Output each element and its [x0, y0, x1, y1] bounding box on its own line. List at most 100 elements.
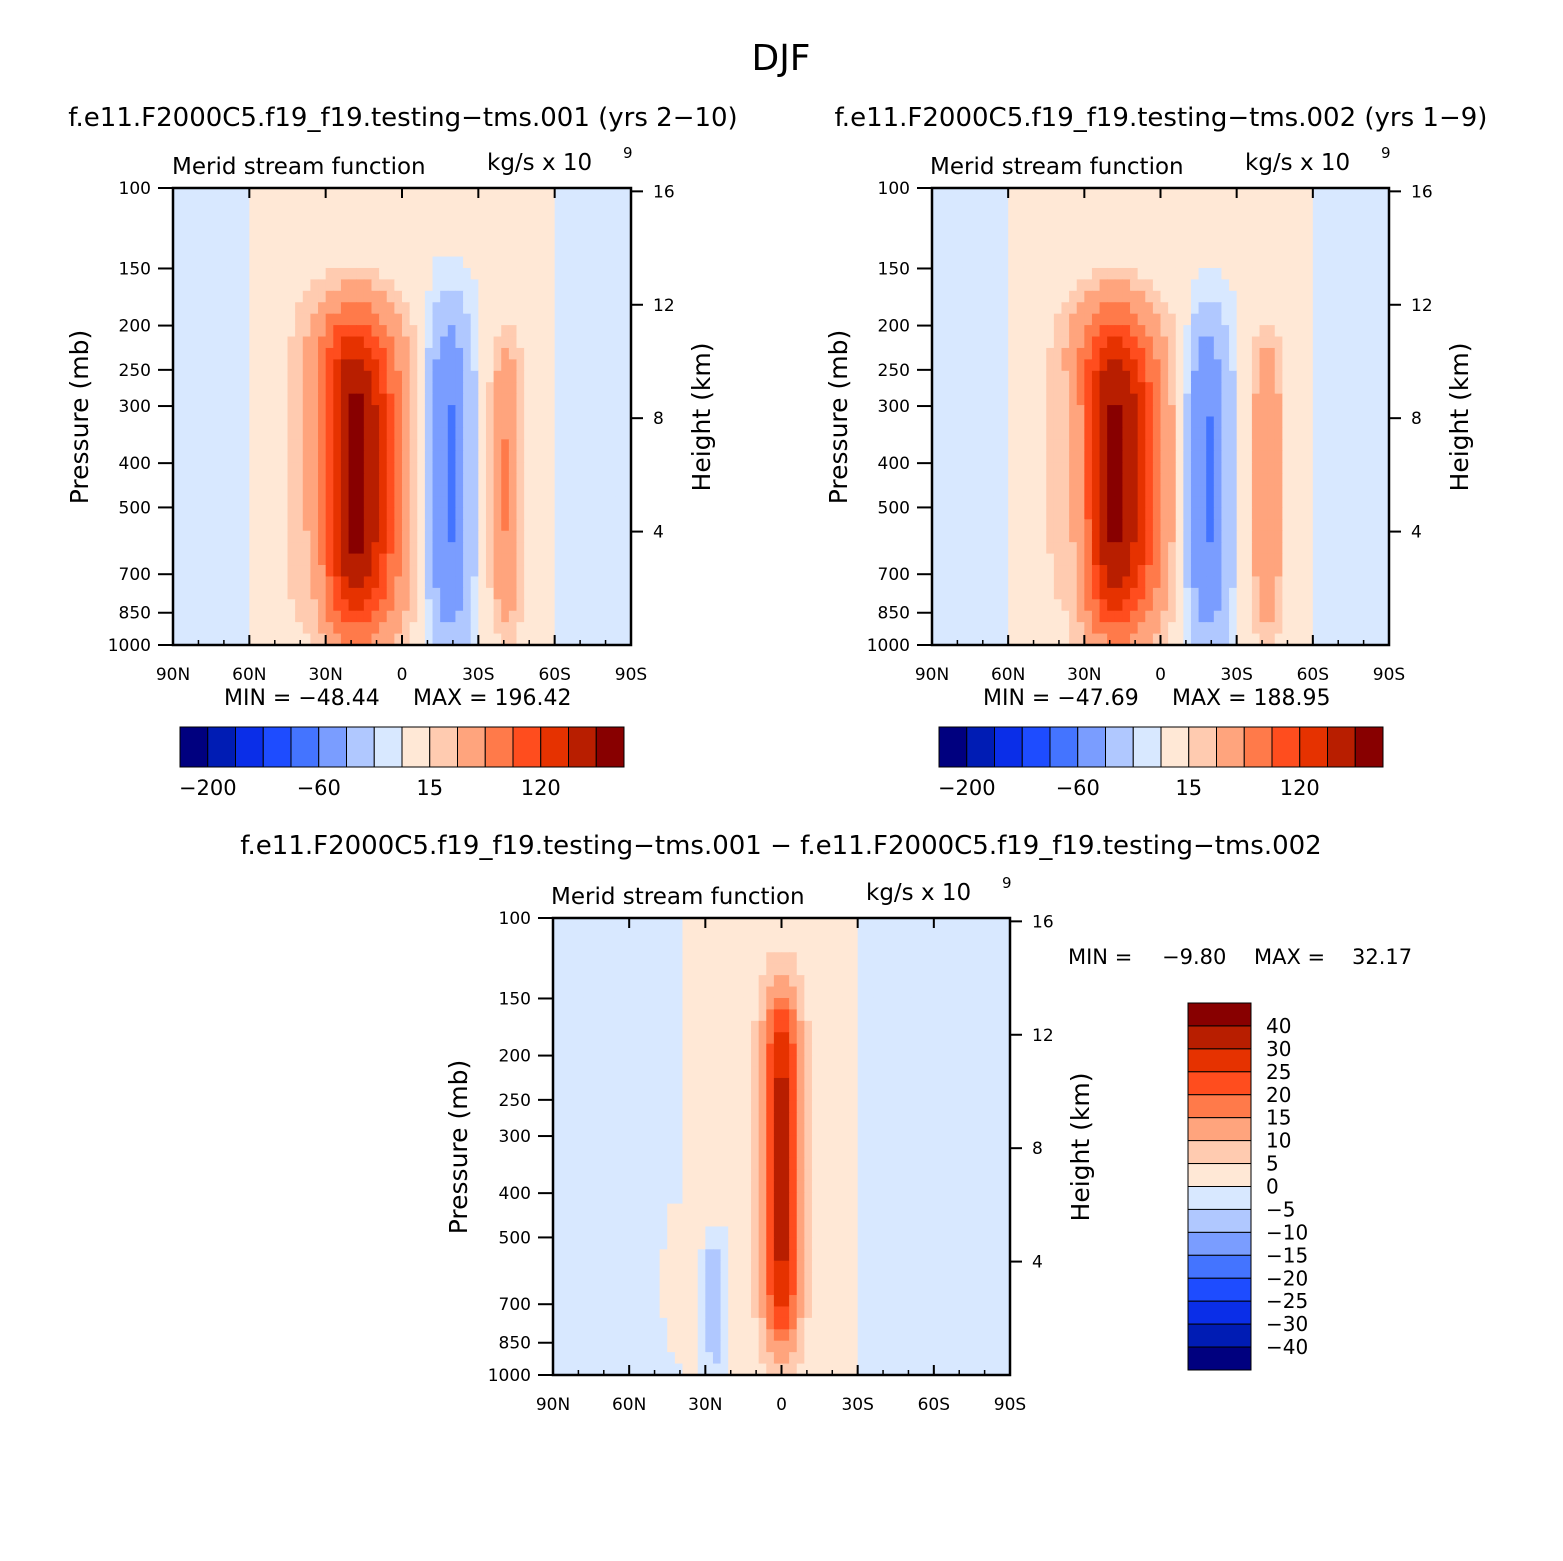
field-cell [1305, 188, 1314, 201]
field-cell [173, 565, 182, 578]
field-cell [333, 610, 342, 623]
field-cell [554, 622, 563, 635]
field-cell [455, 416, 464, 429]
field-cell [409, 302, 418, 315]
field-cell [1335, 290, 1344, 303]
field-cell [985, 530, 994, 543]
field-cell [1145, 188, 1154, 201]
field-cell [463, 267, 472, 281]
field-cell [569, 245, 579, 258]
field-cell [1305, 267, 1314, 281]
field-cell [932, 553, 941, 566]
field-cell [1343, 485, 1352, 498]
field-cell [173, 530, 182, 543]
field-cell [1000, 427, 1009, 440]
field-cell [424, 610, 434, 623]
field-cell [1091, 633, 1101, 646]
field-cell [356, 382, 365, 395]
field-cell [1190, 633, 1200, 646]
field-cell [1031, 393, 1040, 406]
field-cell [1084, 450, 1093, 463]
field-cell [249, 256, 258, 269]
field-cell [1008, 530, 1017, 543]
field-cell [340, 347, 350, 360]
field-cell [1282, 279, 1291, 292]
field-cell [1297, 439, 1306, 452]
field-cell [394, 416, 403, 429]
field-cell [1046, 610, 1055, 623]
field-cell [485, 450, 495, 463]
field-cell [501, 359, 510, 372]
field-cell [363, 256, 373, 269]
field-cell [241, 359, 250, 372]
field-cell [279, 290, 289, 303]
field-cell [569, 473, 579, 486]
field-cell [577, 245, 586, 258]
field-cell [539, 610, 548, 623]
field-cell [1183, 427, 1192, 440]
field-cell [211, 633, 220, 646]
field-cell [318, 325, 327, 338]
field-cell [218, 485, 228, 498]
field-cell [1259, 199, 1268, 212]
field-cell [386, 473, 395, 486]
field-cell [218, 325, 228, 338]
field-cell [1137, 279, 1146, 292]
field-cell [295, 222, 304, 235]
field-cell [241, 290, 250, 303]
field-cell [234, 462, 243, 475]
field-cell [1130, 267, 1139, 281]
field-cell [508, 233, 518, 246]
field-cell [1289, 473, 1299, 486]
field-cell [524, 565, 533, 578]
field-cell [333, 290, 342, 303]
field-cell [1099, 279, 1108, 292]
field-cell [1213, 245, 1223, 258]
field-cell [1145, 610, 1154, 623]
field-cell [539, 496, 548, 509]
field-cell [371, 565, 380, 578]
field-cell [1160, 633, 1169, 646]
field-cell [348, 336, 357, 349]
field-cell [256, 462, 266, 475]
field-cell [371, 325, 380, 338]
field-cell [1107, 485, 1116, 498]
field-cell [203, 347, 212, 360]
field-cell [211, 279, 220, 292]
field-cell [348, 233, 357, 246]
field-cell [1229, 462, 1238, 475]
field-cell [577, 496, 586, 509]
field-cell [1236, 416, 1245, 429]
field-cell [501, 188, 510, 201]
field-cell [1053, 302, 1063, 315]
field-cell [1343, 393, 1352, 406]
field-cell [1328, 382, 1337, 395]
field-cell [539, 439, 548, 452]
field-cell [310, 530, 319, 543]
field-cell [241, 302, 250, 315]
field-cell [371, 427, 380, 440]
field-cell [493, 188, 502, 201]
field-cell [623, 553, 632, 566]
field-cell [962, 233, 971, 246]
field-cell [272, 462, 281, 475]
field-cell [1031, 302, 1040, 315]
field-cell [218, 530, 228, 543]
field-cell [1305, 473, 1314, 486]
field-cell [1091, 450, 1101, 463]
field-cell [302, 439, 311, 452]
field-cell [608, 553, 617, 566]
field-cell [501, 519, 510, 532]
field-cell [447, 199, 457, 212]
field-cell [554, 450, 563, 463]
field-cell [1069, 519, 1078, 532]
field-cell [1091, 519, 1101, 532]
field-cell [1213, 507, 1223, 520]
field-cell [1343, 565, 1352, 578]
field-cell [173, 302, 182, 315]
field-cell [447, 633, 457, 646]
field-cell [203, 199, 212, 212]
field-cell [1000, 210, 1009, 223]
field-cell [1343, 427, 1352, 440]
field-cell [356, 302, 365, 315]
